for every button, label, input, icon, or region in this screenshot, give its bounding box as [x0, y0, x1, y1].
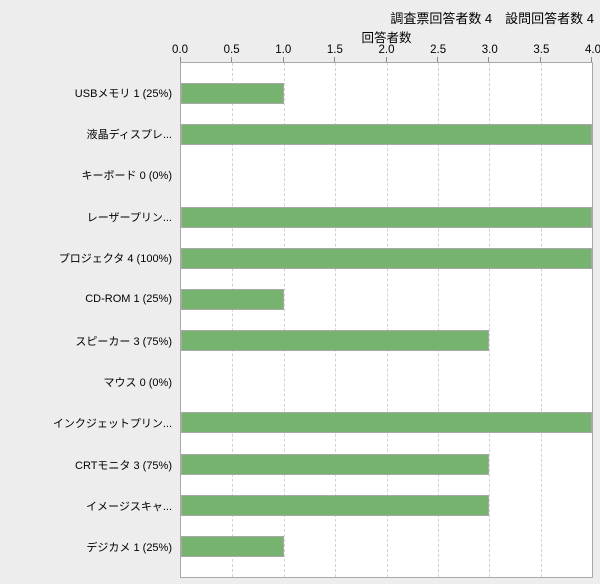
category-row: 液晶ディスプレ... — [0, 113, 172, 154]
bar-row — [181, 361, 592, 402]
tick-mark — [385, 57, 387, 62]
tick-mark — [488, 57, 490, 62]
category-row: CD-ROM 1 (25%) — [0, 279, 172, 320]
tick-label: 1.5 — [326, 44, 343, 56]
bar-row — [181, 402, 592, 443]
tick-mark — [231, 57, 233, 62]
tick-mark — [180, 57, 181, 62]
tick-label: 4.0 — [585, 44, 600, 56]
tick-label: 3.5 — [533, 44, 550, 56]
bar-row — [181, 238, 592, 279]
bar — [181, 535, 284, 557]
tick-mark — [334, 57, 336, 62]
category-row: キーボード 0 (0%) — [0, 155, 172, 196]
bar-row — [181, 444, 592, 485]
category-label: イメージスキャ... — [86, 500, 172, 513]
bar — [181, 412, 592, 434]
category-axis: USBメモリ 1 (25%) 液晶ディスプレ... キーボード 0 (0%) レーザー… — [0, 62, 172, 578]
gridline — [489, 63, 491, 577]
bar-row — [181, 197, 592, 238]
bar-row — [181, 526, 592, 567]
gridline — [386, 63, 388, 577]
category-row: CRTモニタ 3 (75%) — [0, 444, 172, 485]
category-label: マウス 0 (0%) — [103, 376, 172, 389]
category-label: プロジェクタ 4 (100%) — [58, 252, 172, 265]
bar-row — [181, 155, 592, 196]
category-row: デジカメ 1 (25%) — [0, 527, 172, 568]
gridline — [540, 63, 542, 577]
bar-row — [181, 279, 592, 320]
plot-area — [180, 57, 593, 578]
x-axis-tick-labels: 0.0 0.5 1.0 1.5 2.0 2.5 3.0 3.5 4.0 — [172, 44, 600, 58]
category-row: プロジェクタ 4 (100%) — [0, 237, 172, 278]
category-label: デジカメ 1 (25%) — [86, 542, 172, 555]
category-row: スピーカー 3 (75%) — [0, 320, 172, 361]
category-label: インクジェットプリン... — [52, 418, 172, 431]
bar — [181, 330, 490, 352]
bar-row — [181, 114, 592, 155]
category-label: キーボード 0 (0%) — [81, 170, 172, 183]
gridline — [335, 63, 337, 577]
category-row: マウス 0 (0%) — [0, 361, 172, 402]
category-label: スピーカー 3 (75%) — [75, 335, 172, 348]
tick-label: 0.5 — [223, 44, 240, 56]
chart-title: 調査票回答者数 4 設問回答者数 4 — [390, 11, 594, 26]
category-label: CD-ROM 1 (25%) — [85, 293, 172, 306]
bar — [181, 288, 284, 310]
category-row: イメージスキャ... — [0, 485, 172, 526]
gridline — [232, 63, 234, 577]
tick-label: 0.0 — [172, 44, 188, 56]
category-row: インクジェットプリン... — [0, 403, 172, 444]
tick-label: 2.0 — [378, 44, 395, 56]
tick-label: 2.5 — [430, 44, 447, 56]
tick-label: 1.0 — [275, 44, 292, 56]
category-label: レーザープリン... — [86, 211, 172, 224]
bar — [181, 206, 592, 228]
bar-row — [181, 485, 592, 526]
category-row: USBメモリ 1 (25%) — [0, 72, 172, 113]
x-axis-title: 回答者数 — [361, 31, 412, 45]
bar — [181, 83, 284, 105]
tick-mark — [436, 57, 438, 62]
bar — [181, 124, 592, 146]
tick-label: 3.0 — [481, 44, 498, 56]
tick-mark — [282, 57, 284, 62]
category-label: 液晶ディスプレ... — [86, 128, 172, 141]
category-label: CRTモニタ 3 (75%) — [75, 459, 172, 472]
category-row: レーザープリン... — [0, 196, 172, 237]
bar-row — [181, 73, 592, 114]
bars-container — [181, 63, 592, 577]
category-label: USBメモリ 1 (25%) — [74, 87, 172, 100]
tick-mark — [591, 57, 592, 62]
bar — [181, 494, 490, 516]
gridline — [437, 63, 439, 577]
bar — [181, 453, 490, 475]
bar — [181, 247, 592, 269]
gridline — [283, 63, 285, 577]
bar-row — [181, 320, 592, 361]
tick-mark — [539, 57, 541, 62]
